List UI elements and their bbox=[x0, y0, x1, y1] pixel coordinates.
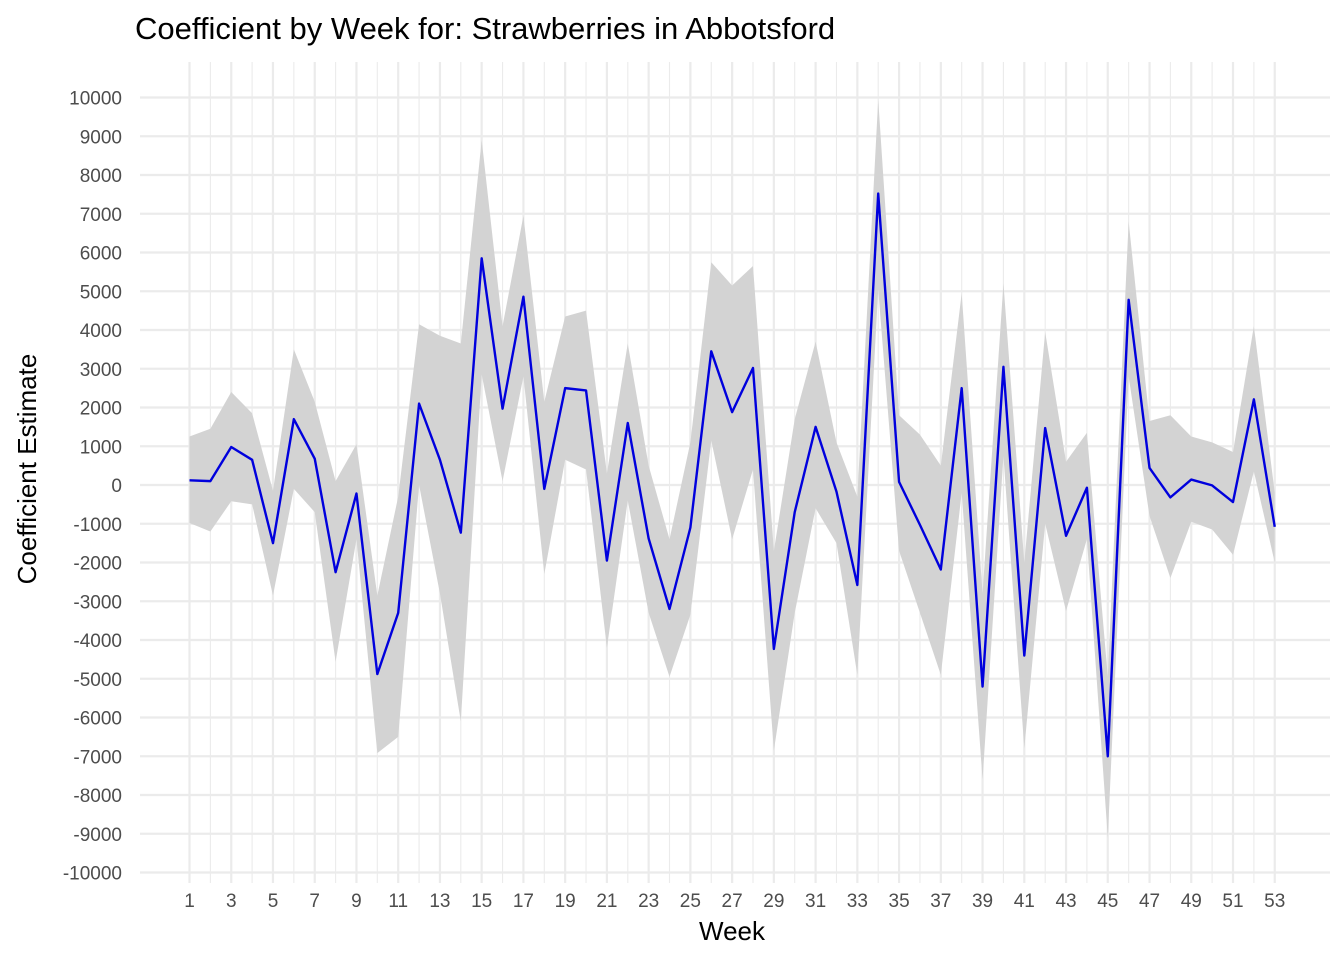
x-tick-label: 5 bbox=[268, 891, 279, 912]
x-tick-label: 37 bbox=[930, 891, 951, 912]
y-tick-label: -1000 bbox=[73, 515, 122, 536]
x-tick-label: 51 bbox=[1222, 891, 1243, 912]
x-axis-title: Week bbox=[699, 916, 766, 946]
x-tick-label: 11 bbox=[388, 891, 408, 912]
x-tick-label: 31 bbox=[805, 891, 826, 912]
x-tick-label: 43 bbox=[1055, 891, 1076, 912]
x-tick-label: 27 bbox=[722, 891, 743, 912]
y-tick-label: -4000 bbox=[73, 631, 122, 652]
x-tick-label: 53 bbox=[1264, 891, 1285, 912]
y-tick-label: 4000 bbox=[80, 321, 122, 342]
x-tick-label: 25 bbox=[680, 891, 701, 912]
confidence-ribbon bbox=[189, 99, 1275, 838]
confidence-band bbox=[189, 99, 1275, 838]
y-tick-label: -6000 bbox=[73, 709, 122, 730]
chart-title: Coefficient by Week for: Strawberries in… bbox=[135, 11, 835, 46]
x-tick-label: 17 bbox=[513, 891, 534, 912]
y-tick-label: 2000 bbox=[80, 399, 122, 420]
x-tick-label: 39 bbox=[972, 891, 993, 912]
y-tick-label: -5000 bbox=[73, 670, 122, 691]
x-tick-label: 29 bbox=[763, 891, 784, 912]
x-axis-tick-labels: 1 3 5 7 9 11 13 15 17 19 21 23 25 27 29 31 33 35 37 39 41 43 4… bbox=[184, 891, 1285, 912]
y-tick-label: 0 bbox=[111, 476, 122, 497]
x-tick-label: 15 bbox=[471, 891, 492, 912]
x-tick-label: 33 bbox=[847, 891, 868, 912]
y-tick-label: 5000 bbox=[80, 282, 122, 303]
y-axis-title: Coefficient Estimate bbox=[12, 354, 42, 585]
y-tick-label: 1000 bbox=[80, 437, 122, 458]
x-tick-label: 45 bbox=[1097, 891, 1118, 912]
x-tick-label: 1 bbox=[184, 891, 195, 912]
estimate-line bbox=[189, 192, 1276, 758]
y-tick-label: 8000 bbox=[80, 166, 122, 187]
y-tick-label: -10000 bbox=[63, 864, 122, 885]
x-tick-label: 35 bbox=[889, 891, 910, 912]
y-tick-label: 6000 bbox=[80, 244, 122, 265]
y-tick-label: 10000 bbox=[69, 89, 122, 110]
y-tick-label: -9000 bbox=[73, 825, 122, 846]
x-tick-label: 13 bbox=[429, 891, 450, 912]
estimate-line-layer bbox=[189, 192, 1276, 758]
y-tick-label: -3000 bbox=[73, 592, 122, 613]
y-tick-label: 9000 bbox=[80, 127, 122, 148]
x-tick-label: 7 bbox=[309, 891, 320, 912]
x-tick-label: 9 bbox=[351, 891, 362, 912]
y-tick-label: -2000 bbox=[73, 554, 122, 575]
x-tick-label: 47 bbox=[1139, 891, 1160, 912]
x-tick-label: 21 bbox=[596, 891, 617, 912]
y-tick-label: -8000 bbox=[73, 786, 122, 807]
x-tick-label: 19 bbox=[555, 891, 576, 912]
y-tick-label: 3000 bbox=[80, 360, 122, 381]
x-tick-label: 23 bbox=[638, 891, 659, 912]
y-tick-label: -7000 bbox=[73, 747, 122, 768]
y-tick-label: 7000 bbox=[80, 205, 122, 226]
y-axis-tick-labels: -10000-9000-8000-7000-6000-5000-4000-300… bbox=[63, 89, 122, 885]
x-tick-label: 49 bbox=[1181, 891, 1202, 912]
x-tick-label: 41 bbox=[1014, 891, 1035, 912]
x-tick-label: 3 bbox=[226, 891, 237, 912]
